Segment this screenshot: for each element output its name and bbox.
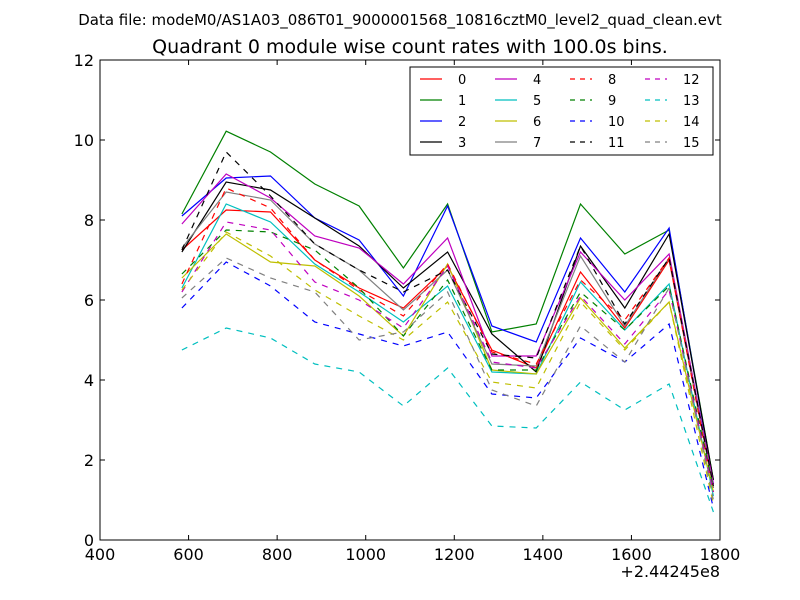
x-tick-label: 1400 [522, 545, 563, 564]
legend-label-5: 5 [533, 94, 541, 109]
legend-label-6: 6 [533, 115, 541, 130]
series-line-1 [181, 130, 714, 481]
y-tick-label: 4 [84, 371, 94, 390]
series-line-5 [181, 203, 714, 497]
legend-label-7: 7 [533, 136, 541, 151]
y-tick-label: 8 [84, 211, 94, 230]
series-line-4 [181, 173, 714, 485]
y-tick-label: 10 [74, 131, 94, 150]
series-line-6 [181, 233, 714, 493]
legend-label-11: 11 [608, 136, 625, 151]
series-line-2 [181, 175, 714, 485]
x-tick-label: 400 [85, 545, 116, 564]
legend-label-4: 4 [533, 73, 541, 88]
series-line-10 [181, 261, 714, 509]
plot-lines [181, 130, 714, 513]
legend-label-2: 2 [458, 115, 466, 130]
legend-label-13: 13 [683, 94, 700, 109]
legend-label-0: 0 [458, 73, 466, 88]
series-line-3 [181, 181, 714, 481]
y-tick-label: 12 [74, 51, 94, 70]
legend-label-3: 3 [458, 136, 466, 151]
x-tick-label: 1000 [345, 545, 386, 564]
x-tick-label: 600 [173, 545, 204, 564]
x-tick-label: 800 [262, 545, 293, 564]
chart-suptitle: Data file: modeM0/AS1A03_086T01_90000015… [78, 11, 722, 30]
series-line-12 [181, 221, 714, 493]
x-tick-label: 1200 [434, 545, 475, 564]
legend-label-14: 14 [683, 115, 700, 130]
y-tick-label: 6 [84, 291, 94, 310]
legend-box [409, 66, 714, 156]
y-tick-label: 0 [84, 531, 94, 550]
series-line-14 [181, 231, 714, 505]
chart-title: Quadrant 0 module wise count rates with … [152, 36, 668, 58]
x-tick-label: 1600 [611, 545, 652, 564]
series-line-15 [181, 257, 714, 501]
legend-label-1: 1 [458, 94, 466, 109]
x-offset-label: +2.44245e8 [620, 562, 720, 581]
series-line-9 [181, 229, 714, 489]
legend-label-10: 10 [608, 115, 625, 130]
y-tick-label: 2 [84, 451, 94, 470]
series-line-13 [181, 327, 714, 513]
series-line-11 [181, 150, 714, 487]
x-tick-label: 1800 [700, 545, 741, 564]
legend-label-15: 15 [683, 136, 700, 151]
legend-label-9: 9 [608, 94, 616, 109]
legend-label-12: 12 [683, 73, 700, 88]
legend-label-8: 8 [608, 73, 616, 88]
